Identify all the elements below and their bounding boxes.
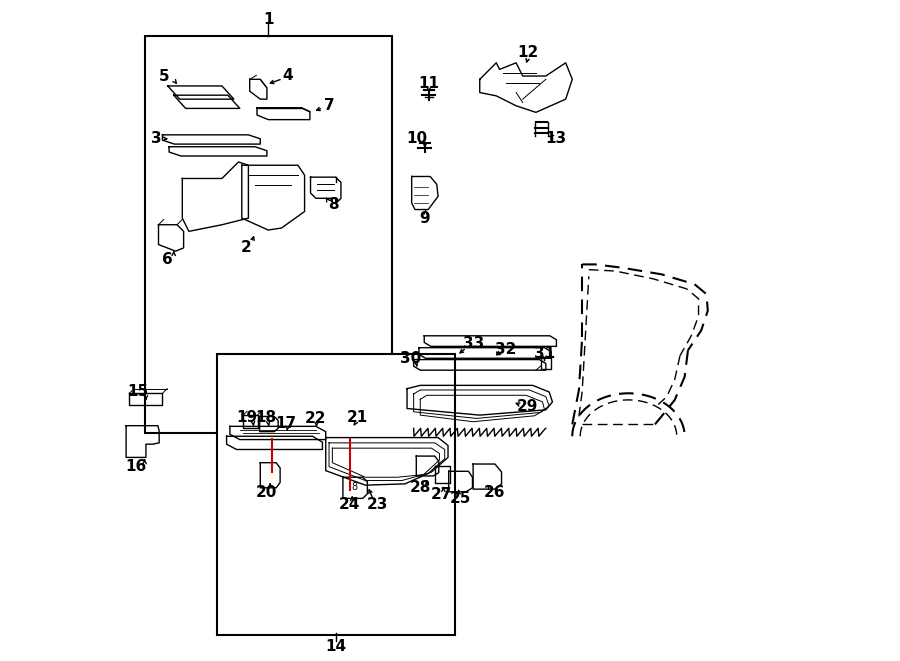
Text: 12: 12 [518,46,538,60]
Text: 8: 8 [351,482,357,492]
Text: 20: 20 [256,485,277,500]
Text: 32: 32 [495,342,517,356]
Text: 30: 30 [400,351,421,366]
Text: 6: 6 [162,252,173,266]
Text: 18: 18 [256,410,277,425]
Text: 11: 11 [418,77,439,91]
Text: 1: 1 [263,13,274,27]
Text: 29: 29 [517,399,538,414]
Bar [145,36,392,433]
Text: 19: 19 [236,410,257,425]
Text: 2: 2 [241,240,252,254]
Text: 7: 7 [324,98,335,112]
Text: 26: 26 [484,485,506,500]
Text: 15: 15 [128,384,148,399]
Text: 9: 9 [419,211,430,225]
Text: 33: 33 [463,336,484,351]
Text: 24: 24 [338,497,360,512]
Bar [266,432,276,438]
Text: 4: 4 [283,68,293,83]
Bar [413,363,421,371]
Text: 13: 13 [545,132,566,146]
Text: 10: 10 [407,132,428,146]
Text: 22: 22 [304,411,326,426]
Text: 14: 14 [326,639,346,654]
Bar [312,423,320,438]
Bar [541,357,551,369]
Text: 3: 3 [150,132,161,146]
Text: 8: 8 [328,198,338,212]
Text: 5: 5 [158,69,169,83]
Text: 17: 17 [275,416,297,430]
Text: 21: 21 [346,410,368,425]
Text: 28: 28 [410,481,432,495]
Bar [217,354,455,635]
Text: 25: 25 [450,491,472,506]
Text: 16: 16 [125,459,147,473]
Bar [284,427,292,439]
Text: 27: 27 [431,487,452,502]
Text: 31: 31 [534,346,555,361]
Text: 23: 23 [366,497,388,512]
